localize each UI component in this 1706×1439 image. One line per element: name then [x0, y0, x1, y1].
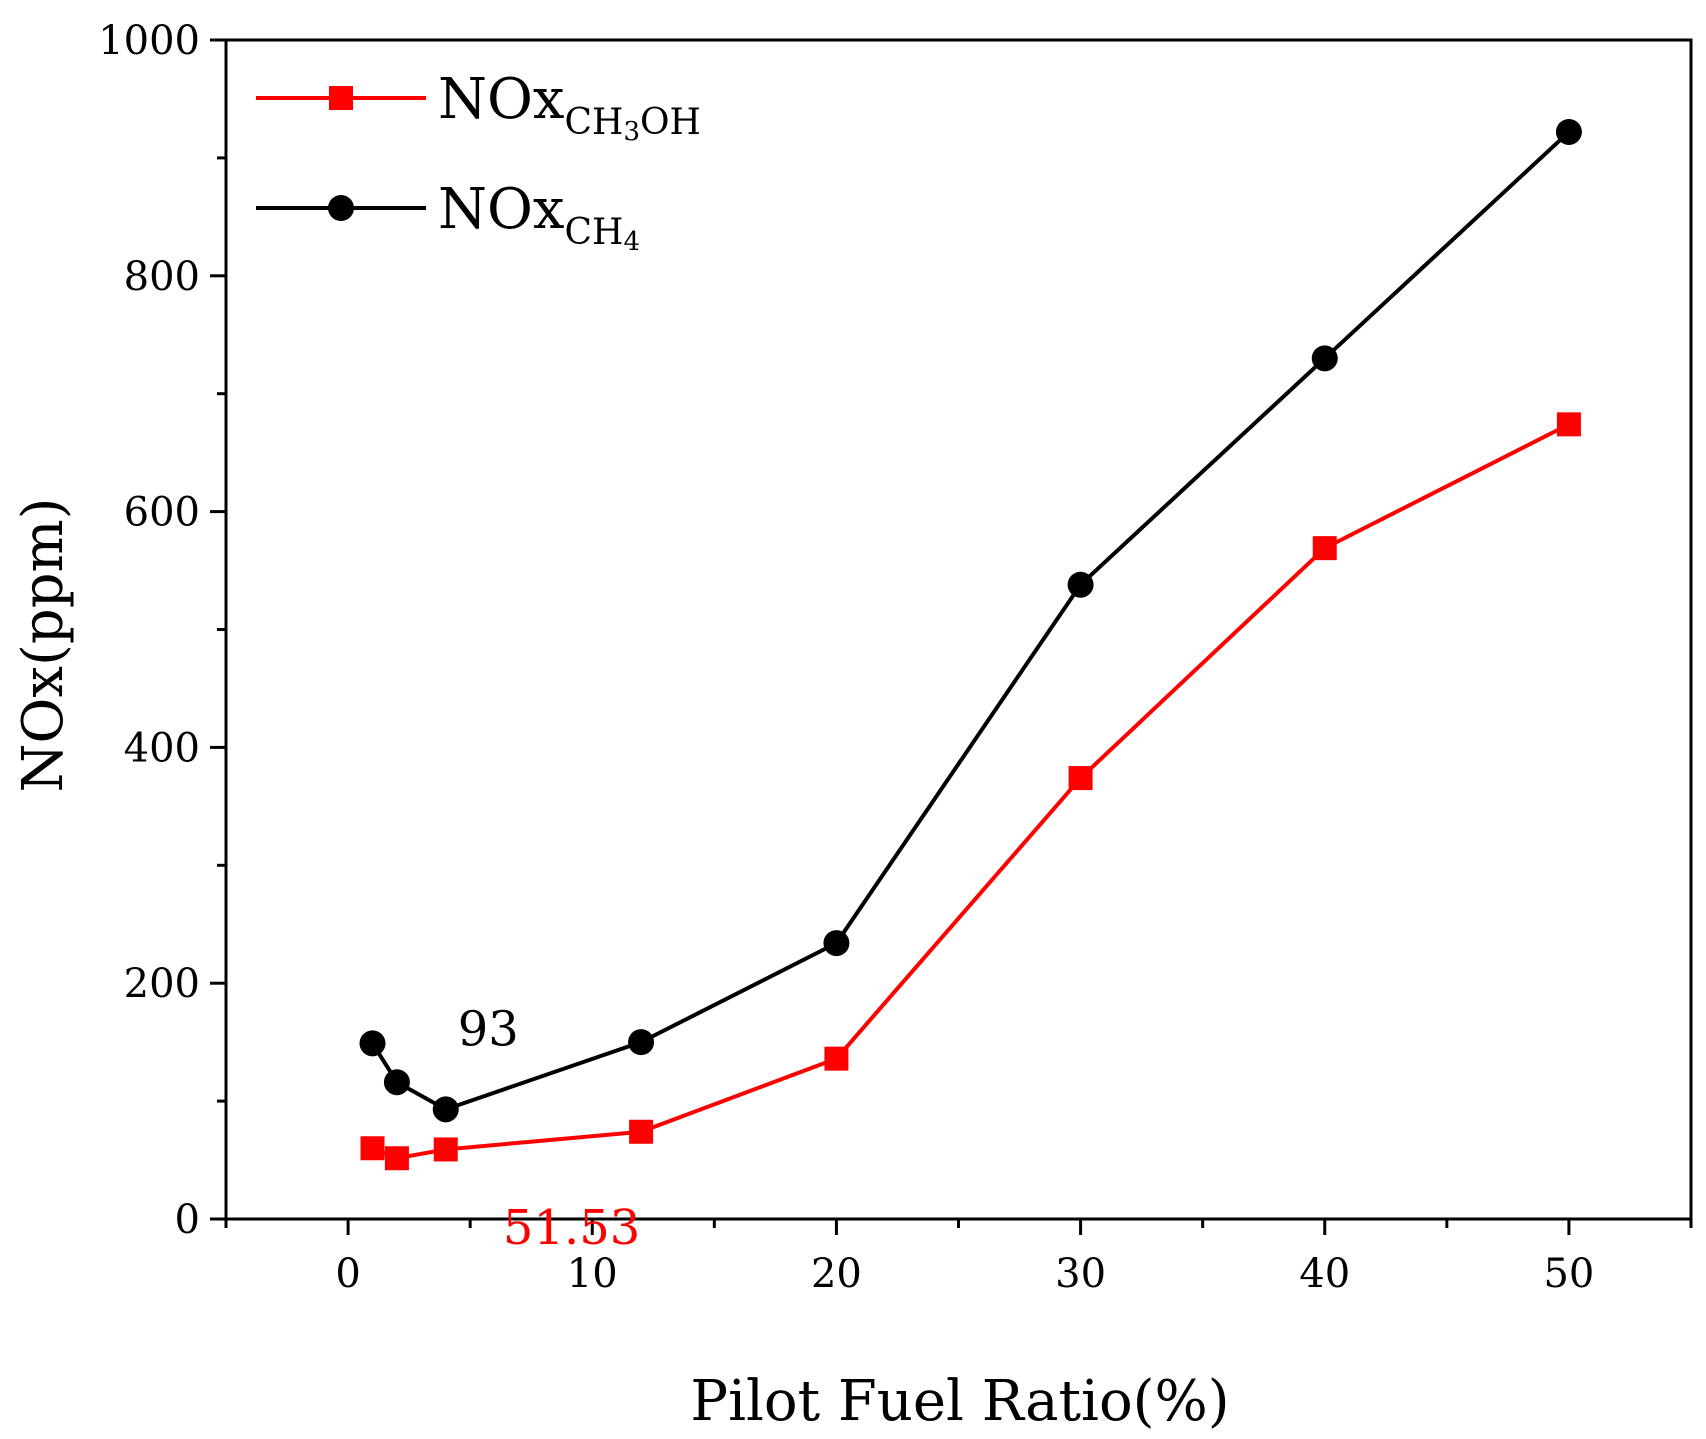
series-line [371, 422, 1570, 1161]
legend: NOxCH3OH NOxCH4 [256, 67, 701, 257]
x-tick-label: 40 [1299, 1251, 1350, 1297]
data-point [1067, 571, 1094, 598]
series-layer [359, 118, 1582, 1171]
data-point [1555, 118, 1582, 145]
data-point [1311, 345, 1338, 372]
x-tick-label: 0 [335, 1251, 360, 1297]
legend-label: NOxCH3OH [438, 67, 701, 147]
x-tick-label: 30 [1055, 1251, 1106, 1297]
y-tick-label: 600 [124, 490, 200, 536]
data-point [383, 1069, 410, 1096]
x-axis-title: Pilot Fuel Ratio(%) [690, 1369, 1229, 1434]
legend-label: NOxCH4 [438, 177, 640, 257]
data-point [628, 1029, 655, 1056]
y-tick-label: 200 [124, 961, 200, 1007]
data-point [1312, 536, 1337, 561]
legend-entry-ch3oh: NOxCH3OH [256, 67, 701, 147]
y-tick-label: 400 [124, 725, 200, 771]
legend-marker [328, 195, 354, 221]
y-tick-label: 1000 [98, 18, 200, 64]
legend-entry-ch4: NOxCH4 [256, 177, 640, 257]
series-ch3oh [360, 412, 1581, 1171]
data-point [384, 1146, 409, 1171]
data-point [433, 1137, 458, 1162]
data-point [1556, 412, 1581, 437]
x-tick-label: 50 [1543, 1251, 1594, 1297]
data-point [824, 1046, 849, 1071]
data-point [823, 930, 850, 957]
y-tick-label: 800 [124, 254, 200, 300]
series-ch4 [359, 118, 1582, 1123]
data-point [1068, 766, 1093, 791]
axes: 0 10 20 30 40 50 0 200 400 600 800 1000 [98, 18, 1693, 1297]
data-point [432, 1096, 459, 1123]
x-tick-label: 10 [567, 1251, 618, 1297]
y-axis-title: NOx(ppm) [11, 498, 76, 793]
data-label: 93 [458, 1001, 519, 1057]
y-tick-label: 0 [175, 1197, 200, 1243]
x-tick-label: 20 [811, 1251, 862, 1297]
data-point [359, 1030, 386, 1057]
data-label: 51.53 [503, 1200, 640, 1256]
data-point [629, 1119, 654, 1144]
series-line [370, 130, 1571, 1112]
data-point [360, 1136, 385, 1161]
annotations: 93 51.53 [458, 1001, 641, 1256]
legend-marker [329, 86, 353, 110]
